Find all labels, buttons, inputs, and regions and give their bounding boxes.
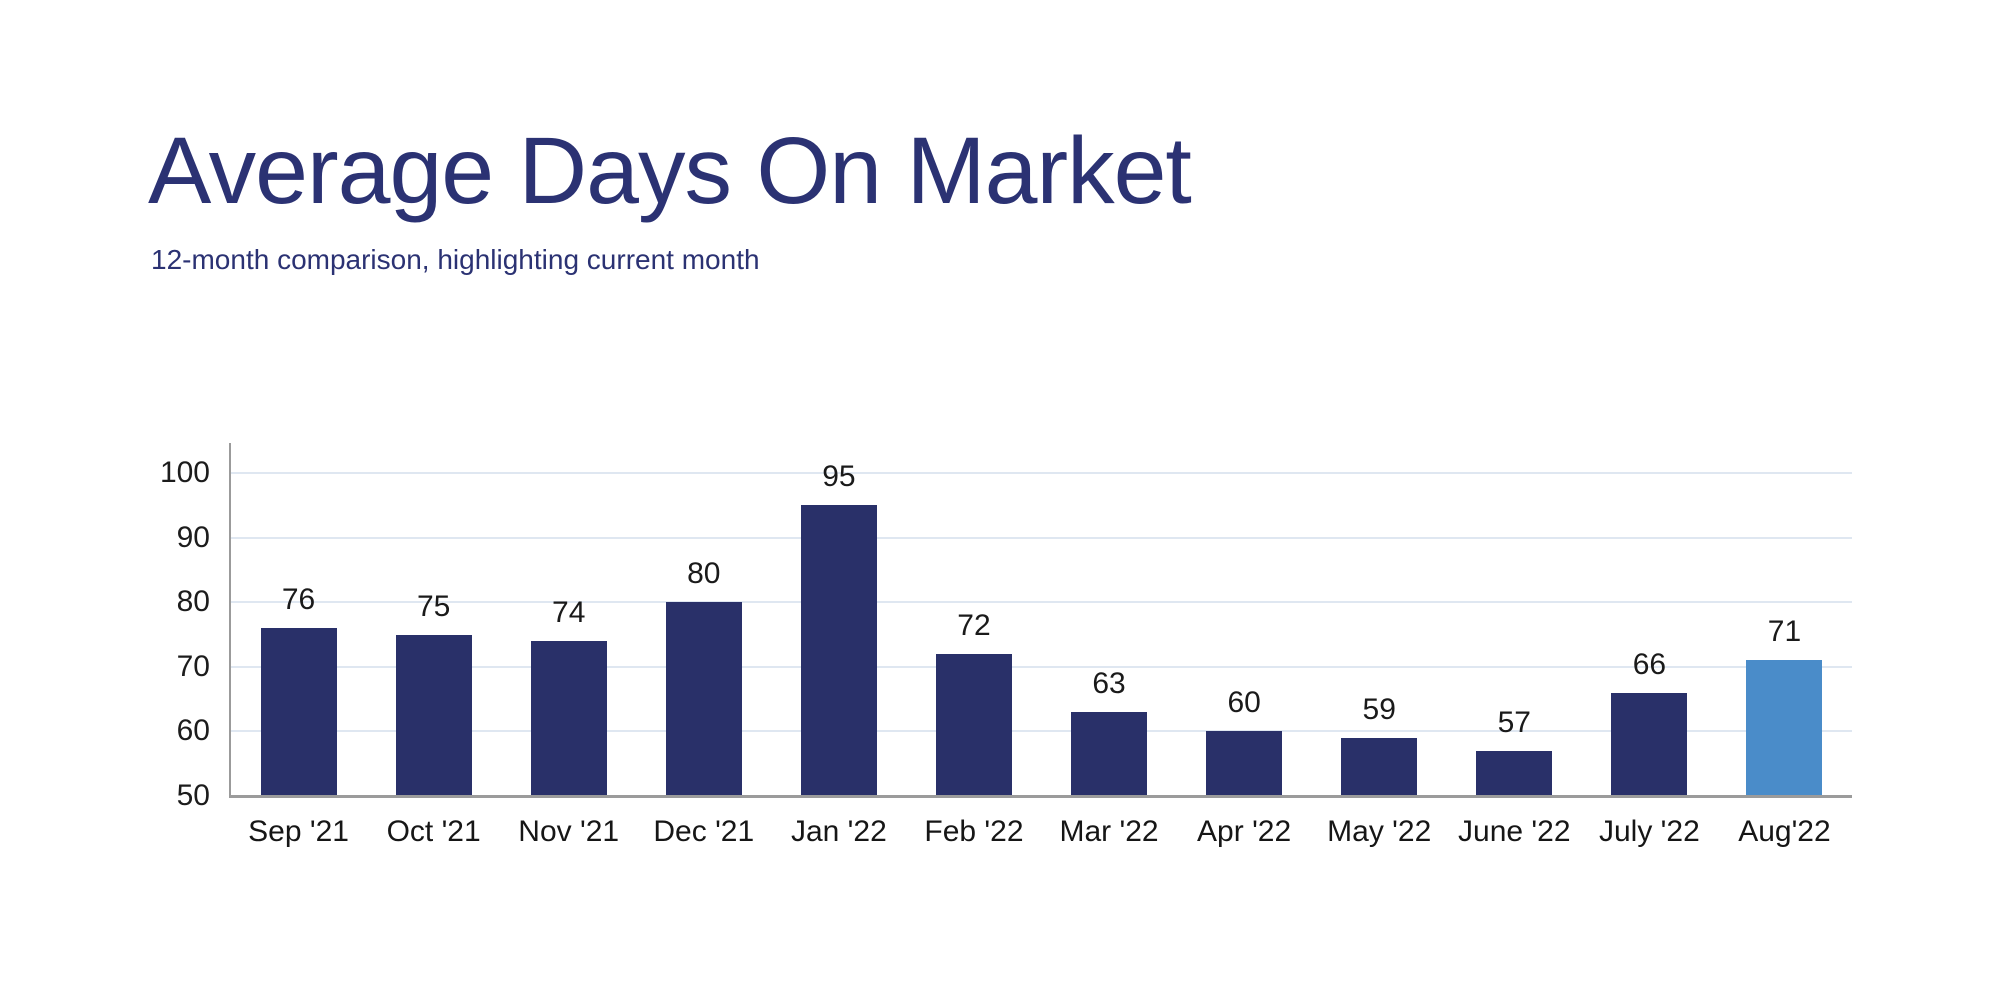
bar-jan-22 xyxy=(800,505,877,795)
bar-value-label: 63 xyxy=(1092,667,1126,701)
bar-sep-21 xyxy=(260,628,337,795)
x-tick-label: May '22 xyxy=(1327,815,1432,848)
y-axis-line xyxy=(229,443,231,796)
bar-feb-22 xyxy=(935,653,1012,795)
gridline xyxy=(231,601,1852,604)
x-axis-line xyxy=(229,795,1852,798)
bar-value-label: 80 xyxy=(687,557,721,591)
x-tick-label: Feb '22 xyxy=(924,815,1024,848)
gridline xyxy=(231,472,1852,474)
bar-oct-21 xyxy=(395,634,472,795)
chart-subtitle: 12-month comparison, highlighting curren… xyxy=(151,244,760,275)
y-tick-label: 50 xyxy=(176,779,210,812)
x-tick-label: Mar '22 xyxy=(1059,815,1159,848)
gridline xyxy=(231,665,1852,668)
bar-aug-22 xyxy=(1746,660,1823,795)
y-tick-label: 60 xyxy=(176,714,210,748)
bar-july-22 xyxy=(1611,692,1688,795)
y-tick-label: 90 xyxy=(176,520,210,554)
x-tick-label: Nov '21 xyxy=(518,815,620,848)
y-tick-label: 100 xyxy=(159,456,210,489)
x-tick-label: Oct '21 xyxy=(386,815,481,848)
chart-title: Average Days On Market xyxy=(148,118,1192,224)
bar-value-label: 75 xyxy=(416,589,451,623)
bar-value-label: 66 xyxy=(1632,647,1667,681)
bar-value-label: 57 xyxy=(1497,705,1531,739)
x-tick-label: Aug'22 xyxy=(1738,815,1831,848)
bar-apr-22 xyxy=(1206,731,1283,795)
gridline xyxy=(231,536,1852,539)
bar-value-label: 95 xyxy=(822,460,856,494)
x-tick-label: June '22 xyxy=(1458,815,1571,848)
bar-value-label: 72 xyxy=(957,608,991,642)
bar-nov-21 xyxy=(530,640,607,795)
y-tick-label: 80 xyxy=(176,585,210,619)
bar-value-label: 59 xyxy=(1362,692,1396,726)
bar-mar-22 xyxy=(1071,712,1148,795)
y-tick-label: 70 xyxy=(176,649,210,683)
bar-value-label: 71 xyxy=(1767,615,1802,649)
gridline xyxy=(231,730,1852,733)
x-tick-label: Jan '22 xyxy=(790,815,887,848)
bar-dec-21 xyxy=(665,602,742,795)
x-tick-label: Sep '21 xyxy=(248,815,349,848)
x-tick-label: Apr '22 xyxy=(1197,815,1292,848)
bar-value-label: 76 xyxy=(281,583,316,617)
bar-value-label: 74 xyxy=(552,595,586,629)
bar-may-22 xyxy=(1341,737,1418,795)
x-tick-label: Dec '21 xyxy=(653,815,755,848)
x-tick-label: July '22 xyxy=(1598,815,1700,848)
bar-june-22 xyxy=(1476,750,1553,795)
bar-value-label: 60 xyxy=(1227,686,1261,720)
